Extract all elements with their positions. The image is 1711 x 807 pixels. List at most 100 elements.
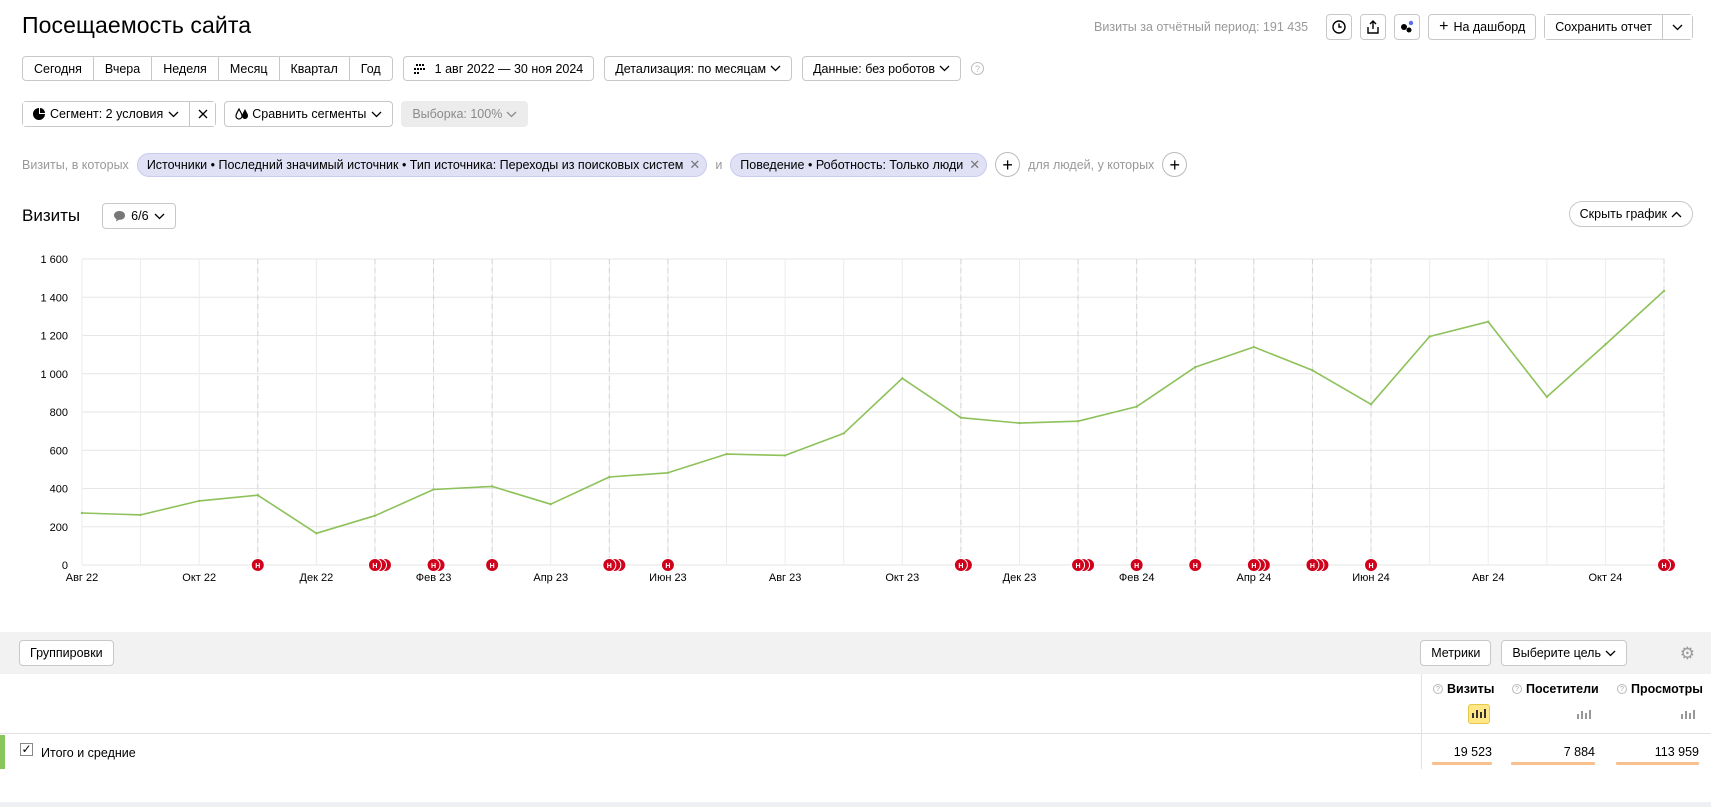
data-point (1604, 343, 1607, 346)
annotation-marker (426, 558, 441, 572)
save-report-button[interactable]: Сохранить отчет (1545, 15, 1662, 39)
data-filter-select[interactable]: Данные: без роботов (802, 56, 962, 81)
x-tick-label: Апр 24 (1237, 572, 1272, 584)
add-people-condition-button[interactable]: + (1162, 152, 1188, 177)
annotation-marker-label: Н (255, 563, 260, 570)
segment-group: Сегмент: 2 условия (22, 101, 217, 127)
share-icon (1367, 20, 1379, 34)
row-color-marker (0, 735, 5, 769)
annotation-marker-label: Н (431, 563, 436, 570)
save-options-button[interactable] (1662, 15, 1692, 39)
clear-segment-button[interactable] (189, 102, 216, 126)
chevron-down-icon (1605, 650, 1616, 656)
data-point (1662, 289, 1666, 293)
annotation-marker-label: Н (665, 563, 670, 570)
period-yesterday[interactable]: Вчера (94, 57, 153, 80)
goal-label: Выберите цель (1512, 646, 1601, 660)
column-header-visitors[interactable]: ? Посетители (1512, 682, 1599, 696)
x-tick-label: Апр 23 (533, 572, 568, 584)
chevron-up-icon (1671, 211, 1682, 217)
help-icon[interactable]: ? (971, 62, 985, 75)
export-button[interactable] (1360, 14, 1387, 40)
x-tick-label: Июн 24 (1352, 572, 1390, 584)
sample-select[interactable]: Выборка: 100% (401, 101, 529, 127)
x-tick-label: Фев 24 (1119, 572, 1155, 584)
detail-label: Детализация: по месяцам (615, 61, 767, 76)
total-row-label: Итого и средние (41, 746, 136, 760)
annotation-marker (367, 558, 382, 572)
save-report-group: Сохранить отчет (1544, 14, 1693, 40)
annotation-marker (1246, 558, 1261, 572)
y-tick-label: 200 (50, 522, 68, 534)
annotation-marker-label: Н (1661, 563, 1666, 570)
help-icon[interactable]: ? (1617, 684, 1627, 694)
data-point (783, 454, 787, 457)
annotation-marker-label: Н (1369, 563, 1374, 570)
drops-icon (235, 108, 249, 120)
data-point (1428, 335, 1431, 338)
y-tick-label: 400 (50, 484, 68, 496)
close-icon[interactable]: ✕ (689, 156, 701, 172)
data-point (1545, 395, 1549, 399)
annotation-marker (660, 558, 675, 572)
column-header-pageviews[interactable]: ? Просмотры (1617, 682, 1703, 696)
filter-chip-source-label: Источники • Последний значимый источник … (146, 157, 684, 172)
period-week[interactable]: Неделя (152, 57, 219, 80)
filter-and: и (715, 157, 723, 172)
help-icon[interactable]: ? (1512, 684, 1522, 694)
y-tick-label: 0 (62, 560, 68, 572)
add-to-dashboard-button[interactable]: + На дашборд (1428, 14, 1537, 40)
chart-column-icon[interactable] (1468, 704, 1490, 724)
filter-chip-robots[interactable]: Поведение • Роботность: Только люди ✕ (730, 152, 988, 177)
period-visits-total: Визиты за отчётный период: 191 435 (1094, 20, 1309, 34)
period-month[interactable]: Месяц (219, 57, 280, 80)
date-range-picker[interactable]: 1 авг 2022 — 30 ноя 2024 (402, 56, 595, 81)
period-today[interactable]: Сегодня (23, 57, 94, 80)
data-point (1369, 403, 1373, 406)
data-point (80, 511, 84, 515)
compare-segments-button[interactable]: Сравнить сегменты (224, 101, 394, 127)
history-button[interactable] (1326, 14, 1353, 40)
table-row: ✓ Итого и средние 19 523 7 884 113 959 (0, 735, 1711, 769)
groupings-button[interactable]: Группировки (19, 640, 114, 666)
annotation-marker (1364, 558, 1379, 572)
chart-column-icon[interactable] (1677, 704, 1699, 724)
total-visitors: 7 884 (1563, 745, 1595, 759)
chart-column-icon[interactable] (1573, 704, 1595, 724)
column-header-visits[interactable]: ? Визиты (1433, 682, 1494, 696)
visits-line-chart: 0 200 400 600 800 1 000 1 200 1 400 1 600 Авг 22 О… (40, 254, 1676, 584)
calendar-icon (413, 63, 425, 74)
annotation-marker (1305, 558, 1320, 572)
close-icon[interactable]: ✕ (969, 156, 981, 172)
filter-chip-source[interactable]: Источники • Последний значимый источник … (136, 152, 708, 177)
row-checkbox[interactable]: ✓ (20, 742, 33, 756)
detail-select[interactable]: Детализация: по месяцам (604, 56, 793, 81)
x-tick-label: Фев 23 (416, 572, 452, 584)
metrics-controls: Метрики Выберите цель (1420, 640, 1627, 666)
date-range-label: 1 авг 2022 — 30 ноя 2024 (434, 61, 584, 76)
period-quarter[interactable]: Квартал (280, 57, 350, 80)
data-point (1487, 320, 1490, 323)
total-pageviews-bar (1616, 762, 1699, 765)
goal-select[interactable]: Выберите цель (1501, 640, 1627, 666)
comments-count: 6/6 (131, 209, 149, 223)
x-tick-label: Авг 22 (66, 572, 98, 584)
gear-icon[interactable]: ⚙ (1679, 644, 1695, 663)
data-point (1311, 369, 1314, 372)
metrics-button[interactable]: Метрики (1420, 640, 1492, 666)
table-toolbar: Группировки Метрики Выберите цель ⚙ (0, 632, 1711, 674)
clock-icon (1332, 20, 1346, 34)
pie-chart-icon (33, 108, 45, 120)
add-visit-condition-button[interactable]: + (995, 152, 1021, 177)
hide-chart-button[interactable]: Скрыть график (1568, 201, 1693, 227)
sample-label: Выборка: 100% (412, 107, 503, 121)
segment-select[interactable]: Сегмент: 2 условия (23, 102, 190, 126)
help-icon[interactable]: ? (1433, 684, 1443, 694)
annotation-marker-label: Н (1310, 563, 1315, 570)
period-year[interactable]: Год (360, 61, 381, 76)
data-point (432, 488, 435, 491)
column-visitors-label: Посетители (1526, 682, 1599, 696)
x-tick-label: Дек 23 (1003, 572, 1037, 584)
assistant-button[interactable] (1394, 14, 1421, 40)
comments-filter-button[interactable]: 6/6 (102, 203, 176, 229)
